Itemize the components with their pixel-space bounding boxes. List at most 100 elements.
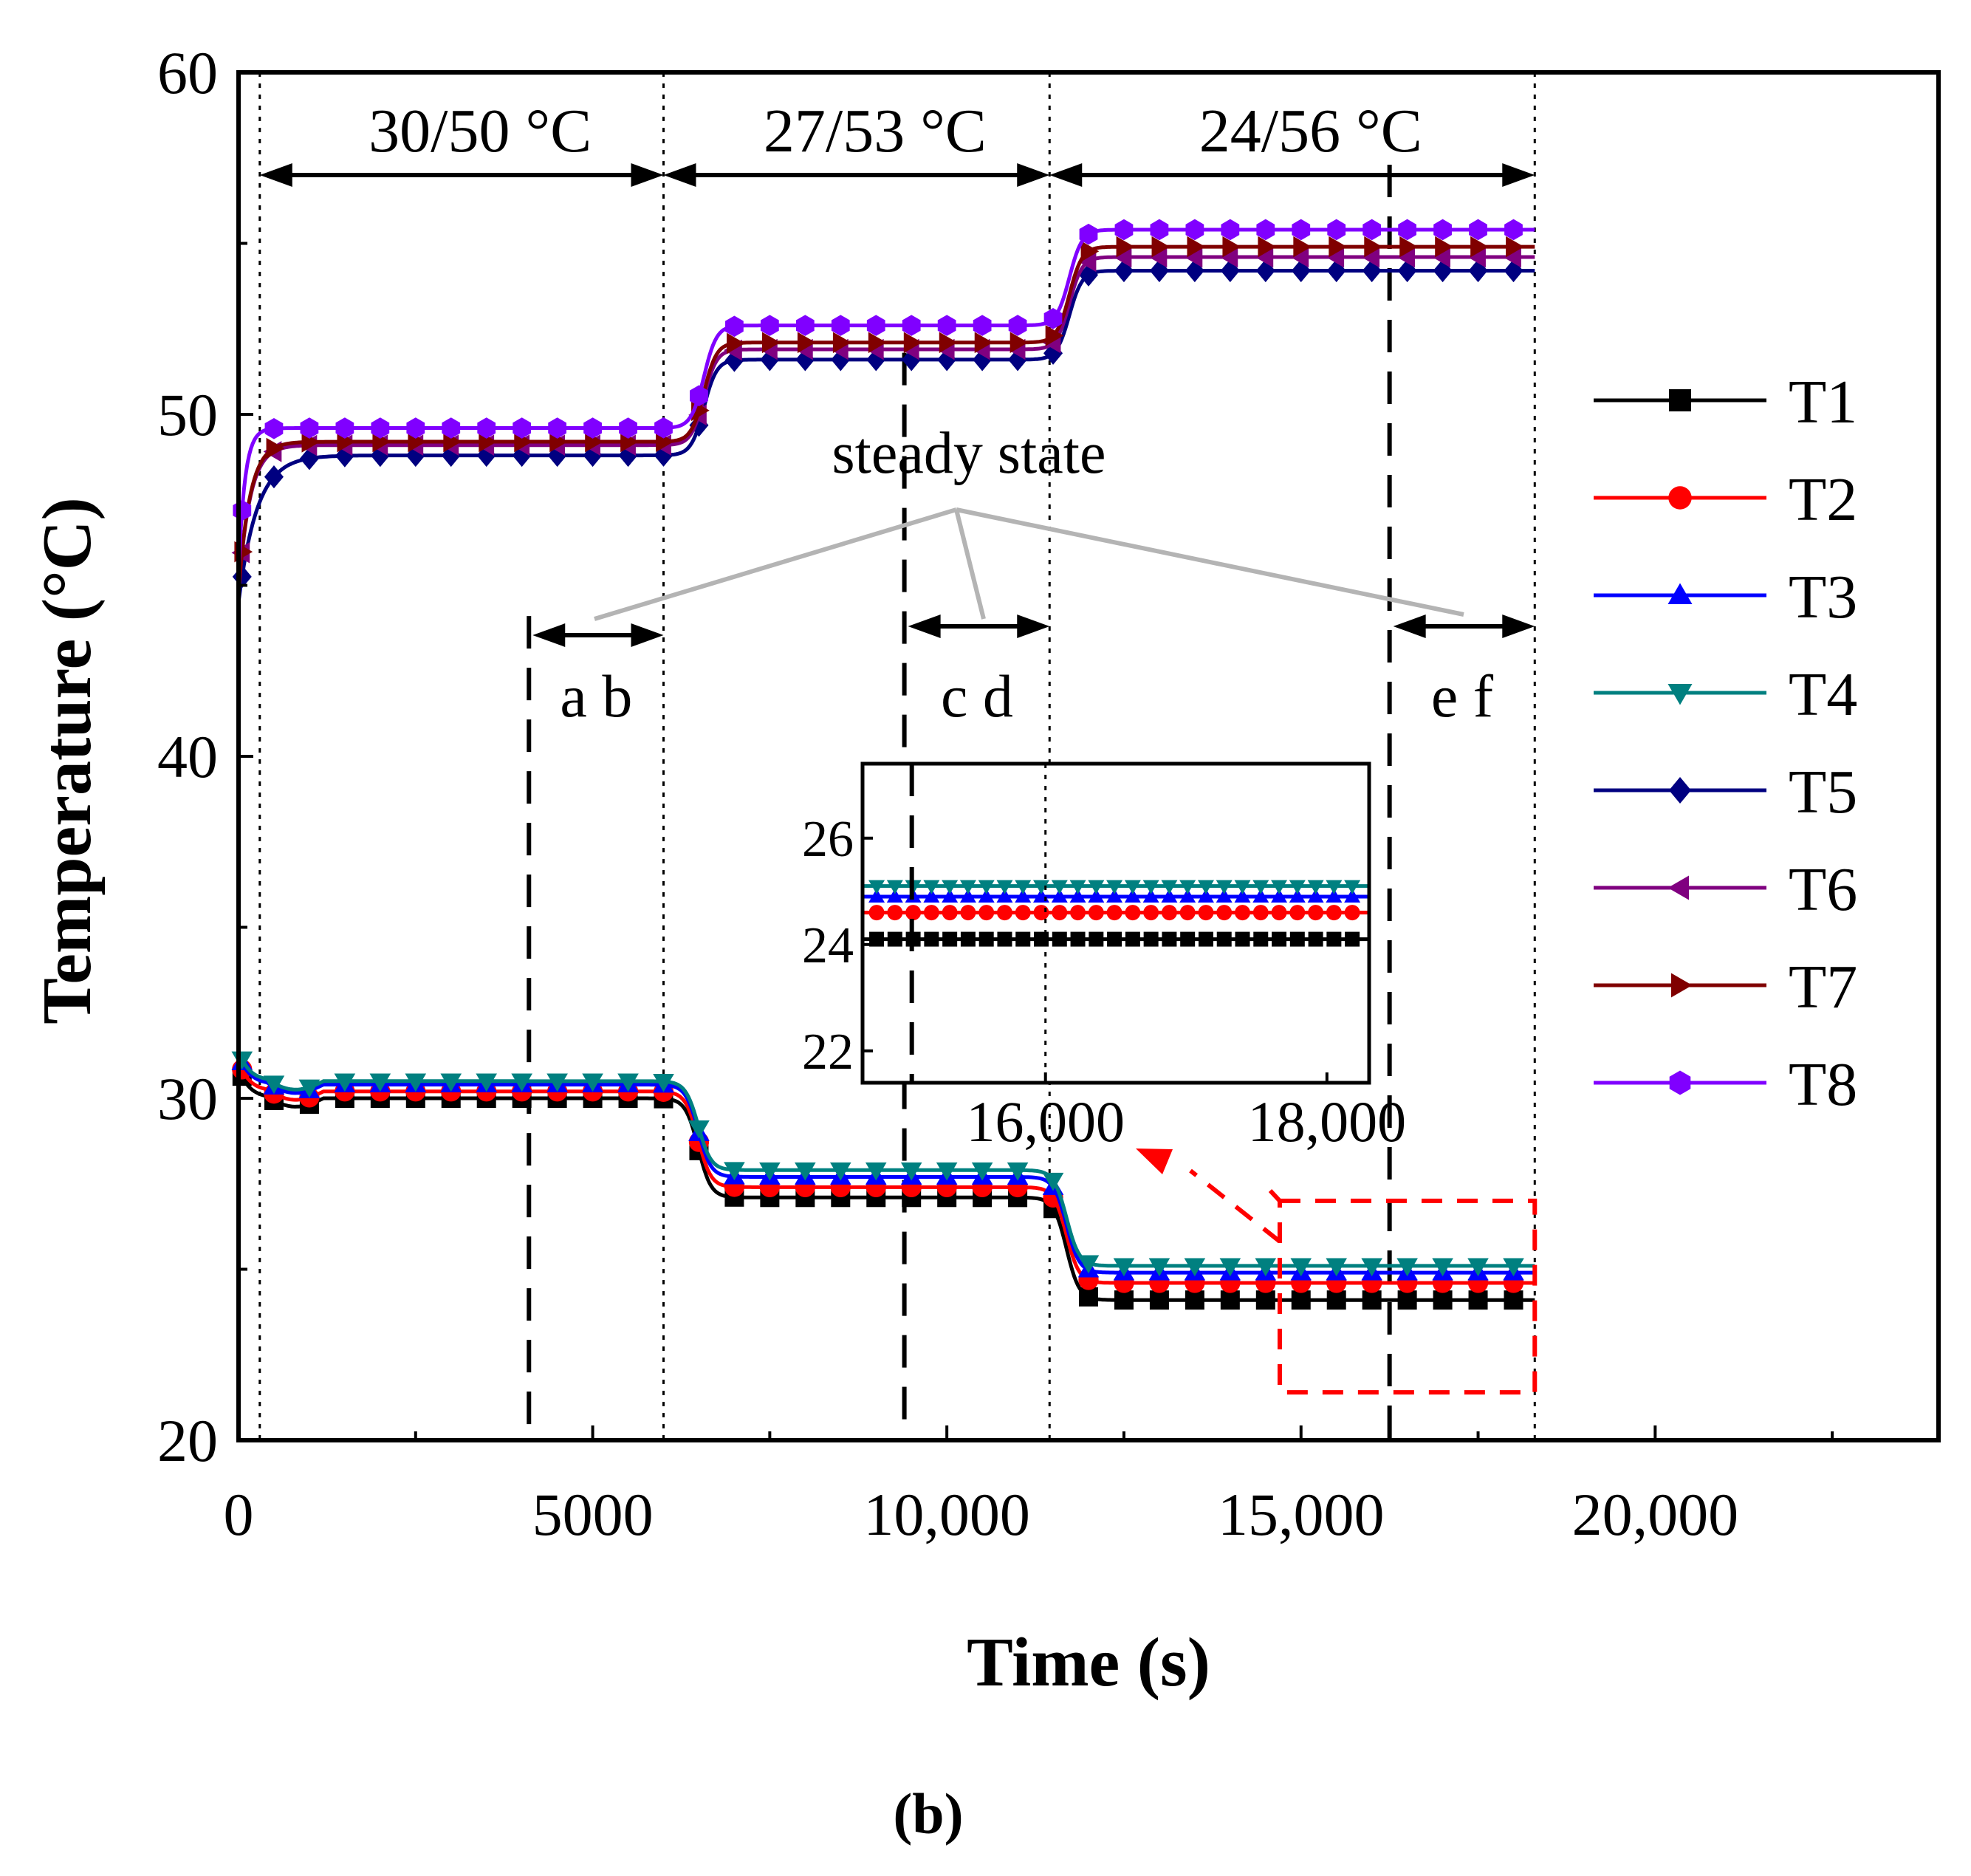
inset-data-point (978, 889, 995, 903)
data-point (865, 1162, 887, 1181)
inset-data-point (959, 889, 976, 903)
data-point (690, 385, 708, 407)
inset-data-point (1143, 905, 1159, 921)
data-point (727, 332, 745, 355)
legend-label: T4 (1789, 660, 1857, 729)
arrow-head-left (908, 615, 941, 638)
inset-data-point (1179, 880, 1196, 894)
inset-data-point (1307, 889, 1324, 903)
x-tick-label: 15,000 (1218, 1481, 1385, 1548)
inset-data-point (1235, 905, 1250, 921)
data-point (832, 332, 851, 354)
zoom-pointer-line (1189, 1168, 1281, 1244)
data-point (1503, 246, 1521, 268)
inset-data-point (886, 880, 903, 894)
data-point (974, 332, 993, 354)
data-point (1398, 219, 1417, 241)
inset-data-point (1308, 931, 1323, 947)
inset-y-tick-label: 24 (802, 917, 854, 974)
inset-data-point (1161, 905, 1177, 921)
data-point (795, 1162, 816, 1181)
data-point (866, 315, 885, 336)
arrow-head-right (631, 163, 664, 187)
panel-label: (b) (893, 1781, 963, 1846)
data-point (476, 1073, 498, 1092)
data-point (1327, 219, 1346, 241)
inset-data-point (1015, 880, 1032, 894)
data-point (369, 1073, 391, 1092)
arrow-head-right (1017, 163, 1050, 187)
inset-data-point (923, 889, 940, 903)
inset-data-point (1234, 889, 1251, 903)
data-point (1255, 1290, 1275, 1310)
arrow-head-right (1502, 615, 1535, 638)
data-point (1467, 1258, 1489, 1277)
data-point (759, 1162, 781, 1181)
data-point (1362, 259, 1382, 283)
data-point (1364, 236, 1382, 258)
inset-data-point (1142, 889, 1159, 903)
data-point (582, 1073, 603, 1092)
inset-data-point (1106, 905, 1122, 921)
data-point (1433, 219, 1452, 241)
inset-data-point (978, 931, 994, 947)
data-point (1504, 219, 1523, 241)
inset-chart: 22 24 26 16,000 18,000 (802, 761, 1406, 1154)
data-point (1077, 250, 1097, 273)
data-point (441, 443, 461, 468)
inset-frame (860, 761, 1371, 1085)
data-point (1185, 259, 1204, 283)
inset-data-point (887, 931, 902, 947)
data-point (264, 417, 284, 439)
data-point (300, 417, 319, 439)
guide-lines (258, 72, 1536, 1440)
data-point (405, 1073, 427, 1092)
data-point (654, 417, 673, 439)
inset-background (863, 764, 1369, 1083)
data-point (1114, 219, 1134, 241)
y-tick-label: 50 (157, 381, 218, 448)
inset-data-point (1326, 905, 1342, 921)
data-point (653, 1073, 674, 1092)
inset-data-point (942, 880, 959, 894)
data-point (264, 465, 284, 489)
data-point (1255, 259, 1275, 283)
data-point (1470, 236, 1489, 258)
leader-line (594, 507, 957, 621)
inset-data-point (1124, 880, 1141, 894)
inset-data-point (978, 880, 995, 894)
inset-data-point (1289, 905, 1306, 921)
legend-label: T6 (1789, 855, 1857, 924)
leader-line (956, 507, 1464, 617)
data-point (1113, 1258, 1135, 1277)
zoom-pointer-line (1268, 1188, 1282, 1202)
inset-y-tick-label: 22 (802, 1024, 854, 1081)
data-point (370, 444, 390, 468)
inset-data-point (1216, 889, 1233, 903)
inset-data-point (942, 905, 958, 921)
data-point (1219, 246, 1238, 268)
axis-ticks: 0 5000 10,000 15,000 20,000 20 30 40 50 60 (157, 39, 1834, 1548)
inset-data-point (1344, 905, 1360, 921)
data-point (761, 332, 781, 354)
stage-span-arrow (663, 163, 1050, 187)
x-tick-label: 10,000 (863, 1481, 1030, 1548)
data-point (1043, 307, 1063, 329)
data-point (1293, 236, 1312, 258)
data-point (1433, 259, 1453, 283)
data-point (937, 348, 957, 372)
stage-span-arrow (259, 163, 664, 187)
data-point (902, 315, 921, 336)
data-point (1221, 219, 1240, 241)
inset-data-point (868, 889, 885, 903)
inset-data-point (1345, 931, 1360, 947)
data-point (1397, 1290, 1417, 1310)
data-point (1007, 1162, 1029, 1181)
data-point (299, 447, 319, 470)
inset-data-point (1088, 905, 1104, 921)
inset-data-point (1308, 905, 1324, 921)
data-point (724, 1162, 745, 1181)
legend-marker (1671, 973, 1693, 998)
legend-label: T7 (1789, 953, 1857, 1021)
